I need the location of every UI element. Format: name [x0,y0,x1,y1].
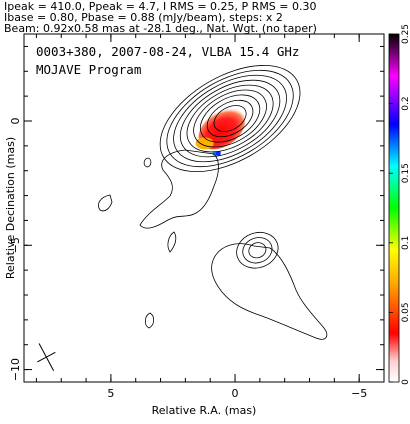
contour-core [166,69,294,168]
plot-subtitle: MOJAVE Program [36,62,141,77]
polarization-orange-patch [195,137,214,150]
contour-jet-knot [242,237,273,264]
colorbar-tick-label: 0 [401,379,410,385]
x-axis-label: Relative R.A. (mas) [152,404,257,417]
y-tick-label: −5 [9,237,22,253]
extended-emission-outline [98,149,328,340]
x-tick-label: 5 [107,387,114,400]
contour-lines [159,65,301,269]
contour-core [193,89,267,148]
y-tick-label: 0 [9,118,22,125]
colorbar-tick-label: 0.05 [401,302,410,322]
y-tick-label: −10 [9,358,22,381]
header-line-1: Ipeak = 410.0, Ppeak = 4.7, I RMS = 0.25… [4,0,317,13]
colorbar-tick-label: 0.2 [401,96,410,110]
polarization-blue-pixel [214,151,221,156]
colorbar-tick-label: 0.15 [401,163,410,183]
colorbar-tick-label: 0.1 [401,236,410,250]
header-line-3: Beam: 0.92x0.58 mas at -28.1 deg., Nat. … [4,22,317,35]
x-tick-label: −5 [351,387,367,400]
plot-frame [23,33,385,383]
axis-tick-labels: 5 0 −5 0 −5 −10 [9,118,367,401]
contour-core [206,99,254,138]
contour-core [213,105,247,132]
colorbar-tick-label: 0.25 [401,24,410,44]
polarization-cyan-pixel [212,151,216,156]
contour-jet-knot [236,231,279,269]
colorbar-ticks: 0 0.05 0.1 0.15 0.2 0.25 [389,24,410,385]
contour-core [173,74,287,163]
contour-core [159,65,301,173]
colorbar [388,33,400,383]
contour-core [186,84,274,153]
beam-minor-axis [37,351,56,363]
contour-core [200,94,261,143]
beam-marker [37,343,56,371]
x-tick-label: 0 [232,387,239,400]
axis-ticks [24,34,385,382]
contour-core [179,79,281,158]
plot-title: 0003+380, 2007-08-24, VLBA 15.4 GHz [36,44,299,59]
header-line-2: Ibase = 0.80, Pbase = 0.88 (mJy/beam), s… [4,11,283,24]
y-axis-label: Relative Decination (mas) [4,137,17,279]
contour-jet-knot [248,242,267,259]
